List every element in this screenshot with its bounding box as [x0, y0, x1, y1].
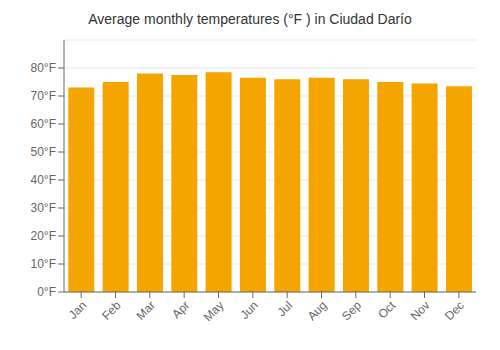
html-text:Average monthly temperatures (: Average monthly temperatures (°F ) in Ci…	[88, 11, 412, 27]
svg-text:0°F: 0°F	[37, 285, 56, 299]
svg-text:Dec: Dec	[442, 298, 467, 323]
svg-text:May: May	[201, 298, 227, 324]
svg-text:Jan: Jan	[66, 298, 90, 322]
svg-text:Oct: Oct	[375, 298, 399, 322]
svg-text:70°F: 70°F	[31, 89, 56, 103]
svg-text:Feb: Feb	[99, 298, 124, 323]
svg-text:60°F: 60°F	[31, 117, 56, 131]
svg-text:Apr: Apr	[169, 298, 192, 321]
svg-text:20°F: 20°F	[31, 229, 56, 243]
svg-text:50°F: 50°F	[31, 145, 56, 159]
svg-text:30°F: 30°F	[31, 201, 56, 215]
svg-text:10°F: 10°F	[31, 257, 56, 271]
svg-text:Jun: Jun	[237, 298, 261, 322]
svg-text:Mar: Mar	[133, 298, 158, 323]
svg-text:80°F: 80°F	[31, 61, 56, 75]
svg-text:40°F: 40°F	[31, 173, 56, 187]
svg-text:Nov: Nov	[408, 298, 433, 323]
svg-text:Jul: Jul	[275, 298, 296, 319]
svg-text:Sep: Sep	[339, 298, 364, 323]
svg-text:Aug: Aug	[305, 298, 330, 323]
